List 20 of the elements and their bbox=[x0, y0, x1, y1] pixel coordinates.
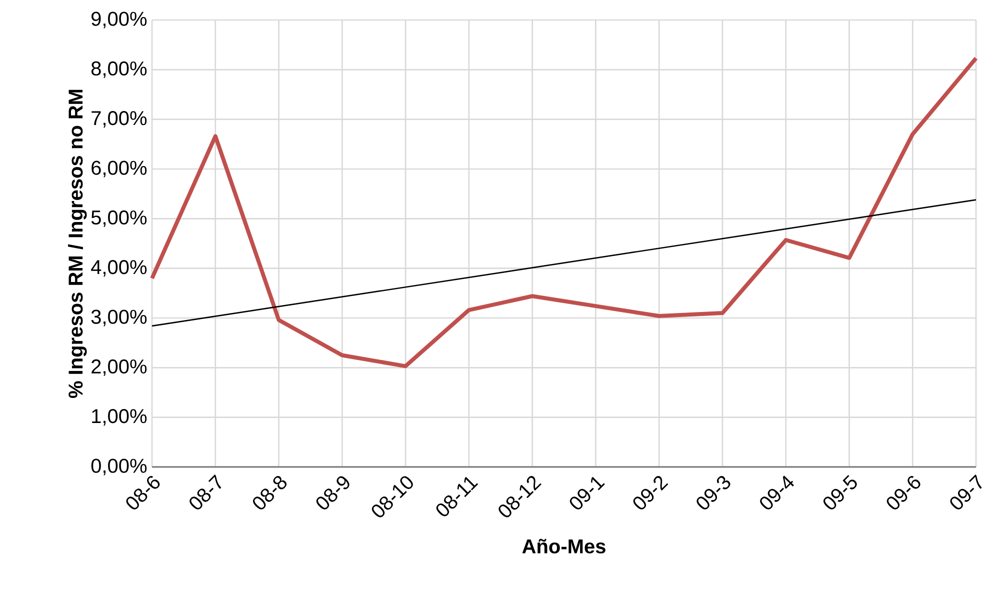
x-tick-label: 09-6 bbox=[886, 476, 920, 510]
y-tick-label: 3,00% bbox=[91, 310, 147, 326]
x-tick-label: 09-1 bbox=[570, 476, 605, 510]
x-tick-label: 09-2 bbox=[633, 476, 668, 510]
y-tick-label: 0,00% bbox=[91, 458, 147, 476]
y-tick-label: 2,00% bbox=[92, 359, 147, 376]
x-tick-label: 08-6 bbox=[126, 476, 160, 510]
line-series bbox=[150, 56, 978, 368]
y-tick-label: 5,00% bbox=[91, 210, 147, 227]
y-axis-title: % Ingresos RM / Ingresos no RM bbox=[68, 90, 87, 398]
x-axis-title: Año-Mes bbox=[522, 538, 606, 554]
y-tick-label: 1,00% bbox=[92, 409, 147, 426]
y-tick-label: 7,00% bbox=[92, 111, 147, 128]
y-tick-label: 8,00% bbox=[91, 61, 147, 78]
y-tick-label: 4,00% bbox=[91, 260, 147, 277]
x-tick-label: 08-9 bbox=[316, 476, 350, 510]
x-tick-label: 09-3 bbox=[696, 476, 730, 510]
y-tick-label: 6,00% bbox=[92, 160, 147, 178]
x-tick-label: 08-8 bbox=[253, 476, 287, 510]
y-tick-label: 9,00% bbox=[92, 12, 147, 28]
